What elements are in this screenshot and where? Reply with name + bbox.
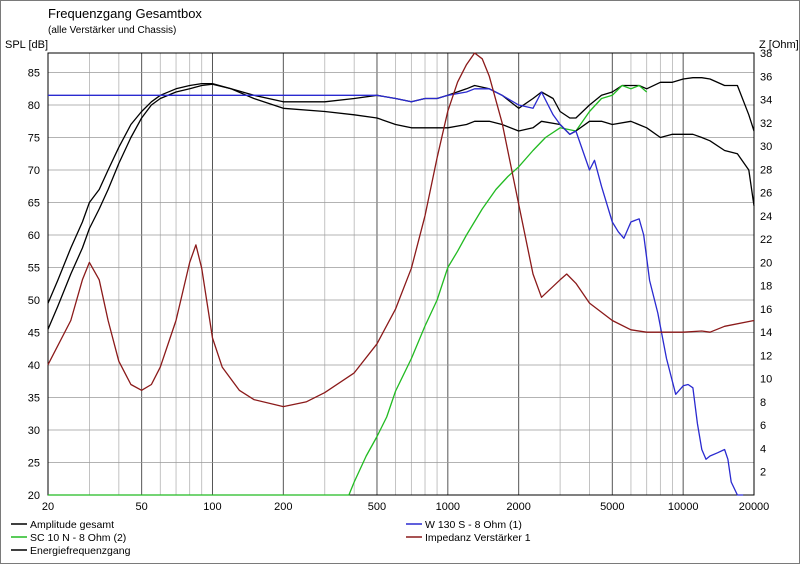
y-tick-label: 80 <box>28 100 40 112</box>
legend-item-w130s: W 130 S - 8 Ohm (1) <box>406 519 522 531</box>
impedance-curve <box>47 52 755 408</box>
x-tick-label: 100 <box>203 501 221 513</box>
plot-border <box>47 52 755 496</box>
y2-axis-label: Z [Ohm] <box>759 39 799 51</box>
curves <box>47 52 755 496</box>
y-tick-label: 30 <box>28 425 40 437</box>
y2-tick-label: 16 <box>760 304 772 316</box>
energy-curve <box>47 83 755 330</box>
tick-labels: 20 50 100 200 500 1000 2000 5000 10000 20000 20 25 3… <box>28 48 773 513</box>
y-tick-label: 60 <box>28 230 40 242</box>
chart-title: Frequenzgang Gesamtbox <box>48 6 202 21</box>
x-tick-label: 5000 <box>600 501 624 513</box>
amplitude-curve <box>47 77 755 304</box>
x-tick-label: 20 <box>42 501 54 513</box>
x-tick-label: 200 <box>274 501 292 513</box>
x-tick-label: 20000 <box>739 501 770 513</box>
y2-tick-label: 34 <box>760 95 772 107</box>
y-tick-label: 40 <box>28 360 40 372</box>
y2-tick-label: 12 <box>760 350 772 362</box>
legend-label: W 130 S - 8 Ohm (1) <box>425 519 522 531</box>
x-tick-label: 1000 <box>436 501 460 513</box>
y2-tick-label: 20 <box>760 257 772 269</box>
x-tick-label: 500 <box>368 501 386 513</box>
x-tick-label: 2000 <box>506 501 530 513</box>
y-tick-label: 65 <box>28 198 40 210</box>
legend: Amplitude gesamt SC 10 N - 8 Ohm (2) Ene… <box>11 519 531 557</box>
y-tick-label: 70 <box>28 165 40 177</box>
sc10n-curve <box>48 84 648 496</box>
x-tick-label: 50 <box>136 501 148 513</box>
x-tick-label: 10000 <box>668 501 699 513</box>
y-tick-label: 55 <box>28 263 40 275</box>
y-tick-label: 85 <box>28 68 40 80</box>
y-tick-label: 50 <box>28 295 40 307</box>
y-tick-label: 35 <box>28 393 40 405</box>
y-tick-label: 75 <box>28 133 40 145</box>
y2-tick-label: 36 <box>760 71 772 83</box>
legend-item-sc10n: SC 10 N - 8 Ohm (2) <box>11 532 126 544</box>
legend-label: Impedanz Verstärker 1 <box>425 532 531 544</box>
y-tick-label: 45 <box>28 328 40 340</box>
y2-tick-label: 14 <box>760 327 772 339</box>
y2-tick-label: 24 <box>760 211 772 223</box>
y-tick-label: 20 <box>28 490 40 502</box>
y2-tick-label: 18 <box>760 281 772 293</box>
y2-tick-label: 28 <box>760 164 772 176</box>
legend-item-amplitude: Amplitude gesamt <box>11 519 114 531</box>
y2-tick-label: 26 <box>760 188 772 200</box>
y2-tick-label: 2 <box>760 467 766 479</box>
y-tick-label: 25 <box>28 458 40 470</box>
legend-item-impedance: Impedanz Verstärker 1 <box>406 532 531 544</box>
y2-tick-label: 30 <box>760 141 772 153</box>
legend-item-energy: Energiefrequenzgang <box>11 545 131 557</box>
legend-label: Energiefrequenzgang <box>30 545 131 557</box>
y2-tick-label: 4 <box>760 443 766 455</box>
y2-tick-label: 38 <box>760 48 772 60</box>
y2-tick-label: 8 <box>760 397 766 409</box>
legend-label: Amplitude gesamt <box>30 519 114 531</box>
y2-tick-label: 10 <box>760 374 772 386</box>
y2-tick-label: 32 <box>760 118 772 130</box>
y2-tick-label: 6 <box>760 420 766 432</box>
y-axis-label: SPL [dB] <box>5 39 48 51</box>
chart-subtitle: (alle Verstärker und Chassis) <box>48 25 176 36</box>
w130s-curve <box>48 88 744 496</box>
grid <box>47 52 755 496</box>
legend-label: SC 10 N - 8 Ohm (2) <box>30 532 126 544</box>
y2-tick-label: 22 <box>760 234 772 246</box>
